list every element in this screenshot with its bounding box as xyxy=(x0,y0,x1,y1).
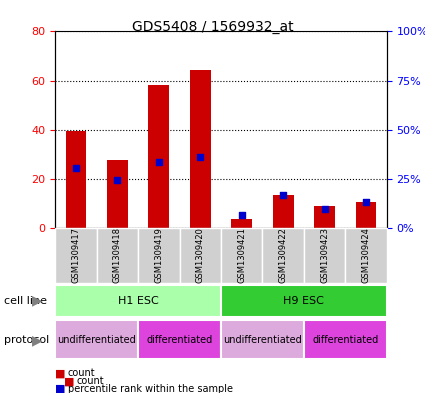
Bar xyxy=(356,202,377,228)
Text: cell line: cell line xyxy=(4,296,47,306)
FancyBboxPatch shape xyxy=(96,228,138,283)
Bar xyxy=(148,86,169,228)
Text: GSM1309424: GSM1309424 xyxy=(362,228,371,283)
Text: ■: ■ xyxy=(55,368,66,378)
Text: GSM1309419: GSM1309419 xyxy=(154,228,163,283)
Text: differentiated: differentiated xyxy=(312,335,378,345)
FancyBboxPatch shape xyxy=(221,320,304,359)
Text: GSM1309421: GSM1309421 xyxy=(237,228,246,283)
Text: GSM1309422: GSM1309422 xyxy=(279,228,288,283)
Text: protocol: protocol xyxy=(4,335,49,345)
Bar xyxy=(65,131,86,228)
Text: GSM1309420: GSM1309420 xyxy=(196,228,205,283)
Bar xyxy=(231,219,252,228)
Point xyxy=(363,199,369,206)
Text: count: count xyxy=(76,376,104,386)
Bar xyxy=(107,160,128,228)
FancyBboxPatch shape xyxy=(138,228,179,283)
Point xyxy=(156,159,162,165)
FancyBboxPatch shape xyxy=(221,228,262,283)
FancyBboxPatch shape xyxy=(55,228,96,283)
Bar xyxy=(190,70,211,228)
Point xyxy=(321,206,328,212)
FancyBboxPatch shape xyxy=(304,320,387,359)
Text: H9 ESC: H9 ESC xyxy=(283,296,324,306)
Point xyxy=(280,191,286,198)
FancyBboxPatch shape xyxy=(55,320,138,359)
Point xyxy=(197,154,204,160)
FancyBboxPatch shape xyxy=(138,320,221,359)
FancyBboxPatch shape xyxy=(262,228,304,283)
FancyBboxPatch shape xyxy=(55,285,221,317)
Bar xyxy=(314,206,335,228)
Text: differentiated: differentiated xyxy=(147,335,212,345)
FancyBboxPatch shape xyxy=(221,285,387,317)
Text: ■: ■ xyxy=(55,384,66,393)
Text: ▶: ▶ xyxy=(32,333,42,347)
Point xyxy=(73,165,79,171)
Text: undifferentiated: undifferentiated xyxy=(57,335,136,345)
Text: GDS5408 / 1569932_at: GDS5408 / 1569932_at xyxy=(132,20,293,34)
FancyBboxPatch shape xyxy=(345,228,387,283)
Text: GSM1309417: GSM1309417 xyxy=(71,228,80,283)
Text: ■: ■ xyxy=(64,376,74,386)
Point xyxy=(114,177,121,183)
Bar xyxy=(273,195,294,228)
Point xyxy=(238,212,245,218)
Text: undifferentiated: undifferentiated xyxy=(223,335,302,345)
Text: H1 ESC: H1 ESC xyxy=(118,296,159,306)
Text: ▶: ▶ xyxy=(32,294,42,308)
Text: GSM1309418: GSM1309418 xyxy=(113,228,122,283)
Text: count: count xyxy=(68,368,96,378)
FancyBboxPatch shape xyxy=(304,228,345,283)
FancyBboxPatch shape xyxy=(179,228,221,283)
Text: percentile rank within the sample: percentile rank within the sample xyxy=(68,384,233,393)
Text: GSM1309423: GSM1309423 xyxy=(320,228,329,283)
